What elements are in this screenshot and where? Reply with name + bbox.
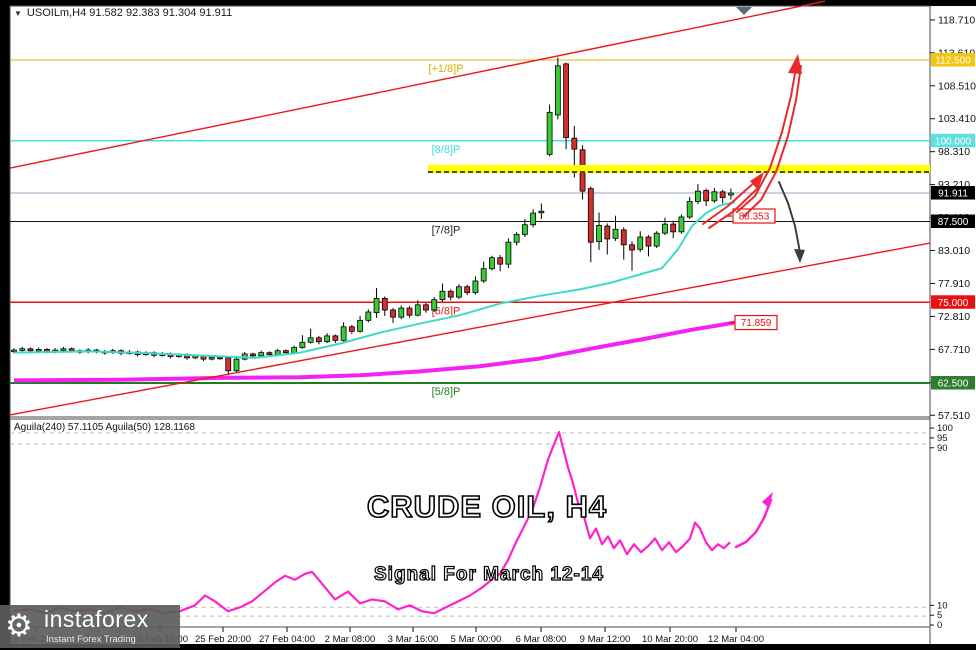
svg-text:103.410: 103.410: [938, 113, 976, 125]
svg-text:95: 95: [937, 433, 948, 444]
gear-icon: ⚙: [5, 608, 33, 643]
svg-text:5 Mar 00:00: 5 Mar 00:00: [451, 634, 502, 645]
svg-text:75.000: 75.000: [938, 298, 969, 309]
svg-text:91.911: 91.911: [938, 189, 968, 200]
svg-text:[5/8]P: [5/8]P: [432, 386, 461, 398]
svg-text:71.859: 71.859: [741, 318, 772, 329]
svg-text:3 Mar 16:00: 3 Mar 16:00: [388, 634, 439, 645]
svg-text:25 Feb 20:00: 25 Feb 20:00: [195, 634, 251, 645]
candlestick-series: [11, 57, 734, 376]
inline-price-tags: 88.353 71.859: [727, 208, 778, 331]
svg-text:2 Mar 08:00: 2 Mar 08:00: [325, 634, 376, 645]
svg-text:62.500: 62.500: [938, 379, 969, 390]
svg-text:[8/8]P: [8/8]P: [432, 144, 461, 156]
breakout-arrow-up[interactable]: [702, 172, 764, 229]
svg-text:118.710: 118.710: [938, 14, 975, 26]
svg-text:12 Mar 04:00: 12 Mar 04:00: [708, 634, 764, 645]
symbol-ohlc-text: USOILm,H4 91.582 92.383 91.304 91.911: [26, 7, 233, 19]
murrey-level-lines[interactable]: [10, 59, 930, 384]
price-tag-labels: 112.500 100.000 91.911 87.500 75.000 62.500: [931, 53, 975, 390]
svg-text:88.353: 88.353: [739, 212, 770, 223]
svg-text:10 Mar 20:00: 10 Mar 20:00: [642, 634, 698, 645]
chart-shift-marker-icon[interactable]: [736, 7, 752, 15]
ma-fast-line: [13, 201, 736, 359]
brand-name: instaforex: [44, 606, 149, 632]
instaforex-logo: ⚙ instaforex Instant Forex Trading: [0, 605, 180, 648]
murrey-level-labels: [+1/8]P [8/8]P [7/8]P [6/8]P [5/8]P: [428, 63, 463, 398]
svg-text:90: 90: [937, 443, 948, 454]
svg-text:9 Mar 12:00: 9 Mar 12:00: [580, 634, 631, 645]
svg-text:67.710: 67.710: [938, 344, 970, 356]
svg-text:[+1/8]P: [+1/8]P: [428, 63, 463, 75]
svg-text:[6/8]P: [6/8]P: [432, 305, 461, 317]
svg-text:98.310: 98.310: [938, 146, 970, 158]
svg-text:108.510: 108.510: [938, 80, 976, 92]
svg-text:112.500: 112.500: [935, 56, 971, 67]
svg-text:72.810: 72.810: [938, 311, 970, 323]
svg-text:5: 5: [937, 610, 942, 621]
yellow-resistance-band[interactable]: [428, 165, 930, 173]
oscillator-line: [13, 430, 731, 615]
watermark-title: CRUDE OIL, H4: [366, 488, 608, 525]
svg-text:77.910: 77.910: [938, 278, 970, 290]
pullback-arrow-down[interactable]: [778, 181, 805, 263]
svg-text:6 Mar 08:00: 6 Mar 08:00: [516, 634, 567, 645]
trendline-upper[interactable]: [9, 0, 826, 169]
oscillator-values-label: Aguila(240) 57.1105 Aguila(50) 128.1168: [14, 422, 195, 433]
trendline-lower[interactable]: [9, 242, 931, 416]
svg-text:27 Feb 04:00: 27 Feb 04:00: [259, 634, 315, 645]
projection-arrow-up[interactable]: [736, 54, 802, 217]
svg-text:10: 10: [937, 600, 948, 611]
svg-text:[7/8]P: [7/8]P: [432, 225, 461, 237]
oscillator-arrow-up[interactable]: [734, 492, 773, 549]
symbol-header[interactable]: ▼ USOILm,H4 91.582 92.383 91.304 91.911: [14, 7, 232, 19]
svg-text:83.010: 83.010: [938, 245, 970, 257]
svg-text:100: 100: [937, 423, 953, 434]
svg-text:87.500: 87.500: [938, 217, 969, 228]
svg-text:100.000: 100.000: [935, 136, 972, 147]
svg-text:57.510: 57.510: [938, 410, 970, 422]
watermark-subtitle: Signal For March 12-14: [373, 563, 605, 585]
svg-text:0: 0: [937, 620, 942, 631]
brand-tagline: Instant Forex Trading: [46, 634, 136, 645]
chevron-down-icon[interactable]: ▼: [14, 9, 22, 18]
